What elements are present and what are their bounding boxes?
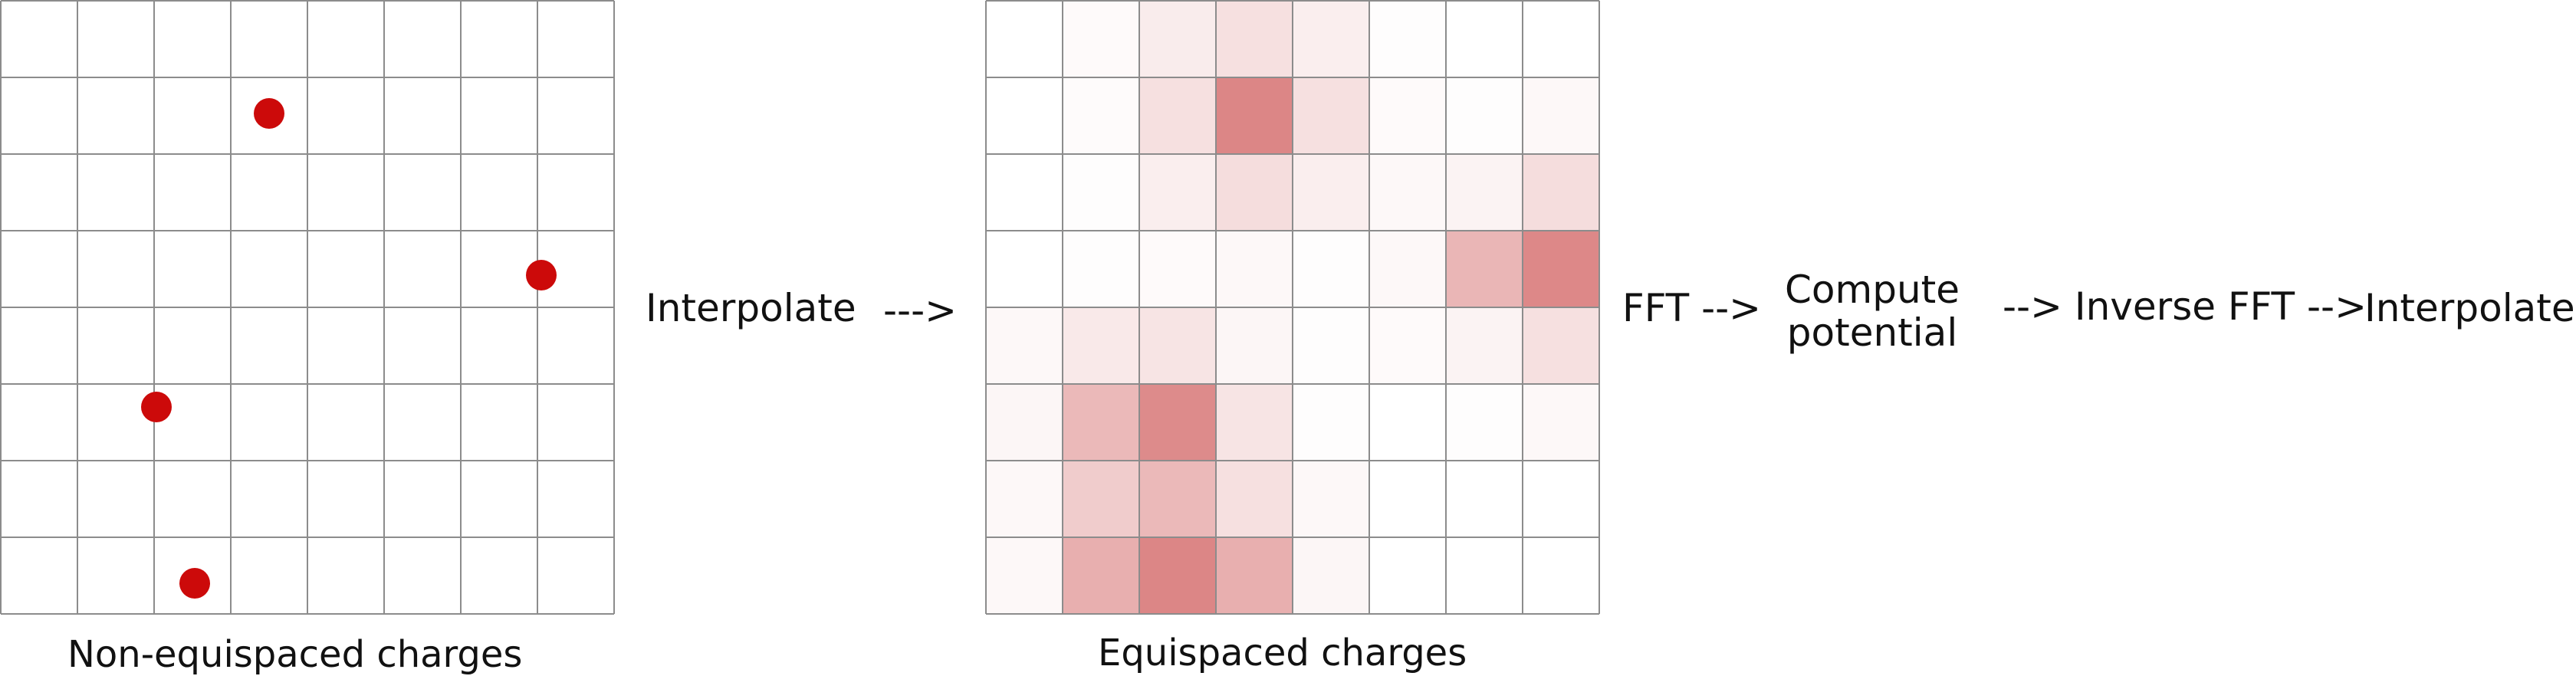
- charge-dots: [141, 98, 557, 599]
- charge-dot: [141, 392, 172, 422]
- heat-cell: [1446, 77, 1523, 154]
- grid-lines: [0, 0, 1600, 615]
- heat-cell: [1446, 231, 1523, 307]
- heat-cell: [1216, 537, 1293, 614]
- heat-cell: [1293, 77, 1369, 154]
- heat-cell: [1523, 307, 1599, 384]
- heat-cell: [1446, 384, 1523, 461]
- caption-equispaced: Equispaced charges: [1098, 632, 1467, 674]
- heat-cell: [1216, 77, 1293, 154]
- heat-cell: [1293, 231, 1369, 307]
- heat-cell: [1293, 1, 1369, 77]
- heat-cell: [1369, 307, 1446, 384]
- heat-cell: [1446, 154, 1523, 231]
- heat-cell: [1293, 461, 1369, 537]
- heat-cell: [1369, 1, 1446, 77]
- heat-cell: [1063, 537, 1139, 614]
- heat-cell: [986, 307, 1063, 384]
- heat-cell: [1063, 461, 1139, 537]
- heat-cell: [1139, 231, 1216, 307]
- heat-cell: [1063, 77, 1139, 154]
- heat-cell: [1063, 154, 1139, 231]
- heat-cell: [1139, 1, 1216, 77]
- heat-cell: [1523, 154, 1599, 231]
- heat-cell: [1293, 384, 1369, 461]
- heat-cell: [1063, 307, 1139, 384]
- heat-cell: [1139, 461, 1216, 537]
- step-fft: FFT -->: [1622, 286, 1762, 330]
- heat-cell: [1063, 384, 1139, 461]
- step-compute-potential: Compute potential: [1785, 267, 1960, 355]
- non-equispaced-grid: [0, 0, 615, 615]
- heat-cell: [1216, 231, 1293, 307]
- heat-cell: [1369, 154, 1446, 231]
- heat-cell: [1369, 231, 1446, 307]
- charge-dot: [254, 98, 284, 129]
- heat-cell: [1139, 307, 1216, 384]
- heat-cell: [1139, 384, 1216, 461]
- heat-cell: [1139, 77, 1216, 154]
- step-interpolate-1: Interpolate: [646, 286, 856, 330]
- heat-cell: [1139, 537, 1216, 614]
- heat-cell: [1446, 307, 1523, 384]
- equispaced-heat-cells: [986, 1, 1599, 614]
- heat-cell: [1063, 231, 1139, 307]
- charge-dot: [179, 568, 210, 599]
- heat-cell: [1523, 77, 1599, 154]
- step-inverse-fft: --> Inverse FFT -->: [2003, 284, 2367, 329]
- heat-cell: [1216, 154, 1293, 231]
- heat-cell: [1216, 1, 1293, 77]
- step-interpolate-2: Interpolate: [2364, 286, 2575, 330]
- heat-cell: [1216, 307, 1293, 384]
- heat-cell: [1216, 461, 1293, 537]
- heat-cell: [1293, 154, 1369, 231]
- heat-cell: [1139, 154, 1216, 231]
- heat-cell: [1216, 384, 1293, 461]
- heat-cell: [1523, 384, 1599, 461]
- caption-non-equispaced: Non-equispaced charges: [67, 633, 523, 676]
- heat-cell: [986, 537, 1063, 614]
- charge-dot: [526, 260, 557, 290]
- heat-cell: [1293, 307, 1369, 384]
- heat-cell: [1293, 537, 1369, 614]
- heat-cell: [1063, 1, 1139, 77]
- equispaced-grid: [985, 0, 1600, 615]
- heat-cell: [986, 384, 1063, 461]
- heat-cell: [986, 461, 1063, 537]
- heat-cell: [1369, 77, 1446, 154]
- heat-cell: [1523, 231, 1599, 307]
- step-arrow-1: --->: [883, 288, 958, 333]
